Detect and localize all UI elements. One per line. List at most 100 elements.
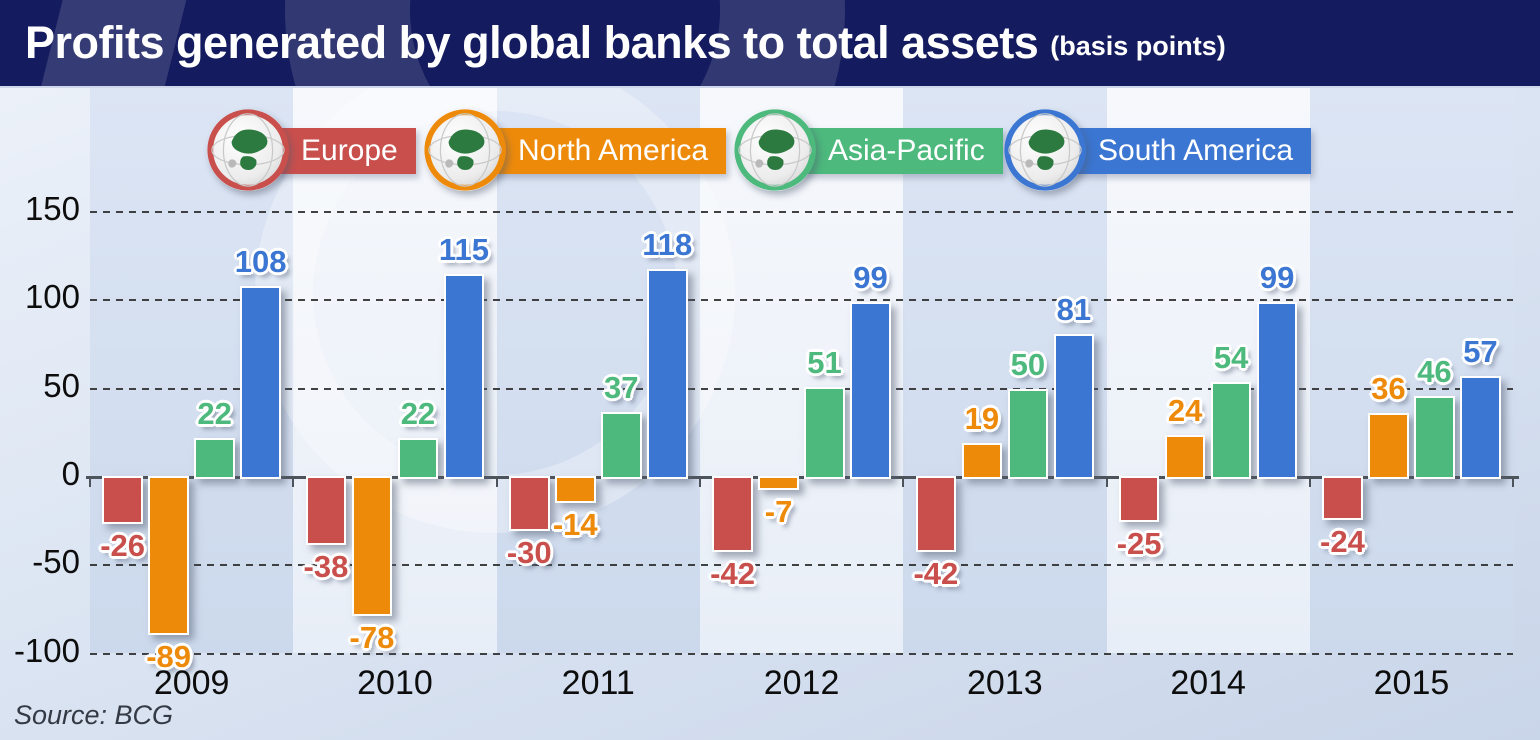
bar-value-label: -26 — [100, 527, 146, 563]
x-axis-tick — [1105, 478, 1108, 487]
gridline-150 — [90, 210, 1513, 213]
bar-south-america-2009 — [240, 286, 281, 479]
x-axis-label-2011: 2011 — [561, 664, 635, 702]
bar-north-america-2010 — [351, 476, 393, 616]
x-axis-tick — [495, 478, 498, 487]
bar-value-label: -24 — [1320, 524, 1365, 560]
bar-value-label: 115 — [438, 231, 489, 267]
bar-europe-2014 — [1118, 476, 1160, 523]
chart-header: Profits generated by global banks to tot… — [0, 0, 1540, 88]
gridline-50 — [90, 387, 1513, 390]
bar-value-label: 50 — [1010, 346, 1046, 382]
bar-south-america-2015 — [1460, 376, 1501, 479]
legend-label-box: South America — [1046, 128, 1312, 174]
bar-south-america-2014 — [1256, 302, 1298, 479]
globe-south-america-icon — [1004, 109, 1086, 191]
bar-value-label: 81 — [1056, 291, 1092, 327]
bar-europe-2011 — [509, 476, 550, 531]
x-axis-tick — [89, 478, 91, 487]
bar-value-label: 51 — [807, 344, 842, 380]
legend-label: North America — [518, 134, 709, 167]
bar-value-label: -30 — [506, 535, 552, 570]
bar-europe-2009 — [102, 476, 143, 524]
gridline--50 — [90, 564, 1513, 567]
gridline--100 — [90, 652, 1513, 655]
bar-value-label: 19 — [964, 401, 1000, 437]
x-axis-tick — [1512, 478, 1515, 487]
header-decor-ring — [285, 0, 845, 86]
bar-asia-pacific-2015 — [1414, 395, 1455, 479]
bar-value-label: -25 — [1116, 526, 1162, 562]
x-axis-line — [86, 475, 1519, 479]
x-axis-label-2009: 2009 — [153, 664, 230, 702]
bar-north-america-2009 — [148, 476, 189, 636]
y-axis-tick-50: 50 — [43, 366, 80, 404]
bar-north-america-2015 — [1368, 413, 1409, 479]
bar-value-label: 54 — [1213, 339, 1249, 375]
bar-value-label: -14 — [552, 506, 598, 542]
bar-north-america-2014 — [1164, 434, 1206, 479]
bar-value-label: 108 — [234, 244, 287, 280]
x-axis-tick — [698, 478, 701, 487]
legend-label: South America — [1098, 134, 1294, 167]
y-axis-tick-0: 0 — [61, 455, 80, 492]
x-axis-label-2015: 2015 — [1373, 664, 1450, 702]
globe-asia-pacific-icon — [734, 109, 816, 191]
bar-value-label: -78 — [349, 619, 395, 655]
bar-value-label: 36 — [1371, 371, 1406, 407]
x-axis-tick — [292, 478, 295, 487]
bar-value-label: 24 — [1167, 392, 1203, 428]
bar-asia-pacific-2011 — [601, 411, 642, 479]
x-axis-label-2014: 2014 — [1170, 664, 1246, 702]
bar-value-label: 37 — [604, 369, 639, 405]
bar-asia-pacific-2013 — [1007, 388, 1049, 479]
bar-value-label: 22 — [197, 396, 232, 432]
bar-value-label: 57 — [1463, 334, 1498, 370]
bar-europe-2010 — [305, 476, 347, 546]
bar-south-america-2013 — [1053, 333, 1095, 479]
page-subtitle: (basis points) — [1050, 30, 1226, 61]
bar-europe-2013 — [915, 476, 957, 553]
y-axis-tick--100: -100 — [13, 631, 80, 669]
x-axis-label-2010: 2010 — [357, 664, 433, 702]
x-axis-tick — [1308, 478, 1311, 487]
x-axis-label-2013: 2013 — [967, 664, 1043, 702]
bar-value-label: 99 — [853, 260, 888, 296]
x-axis-label-2012: 2012 — [763, 664, 840, 702]
source-label: Source: BCG — [14, 700, 174, 730]
y-axis-tick-150: 150 — [24, 189, 80, 227]
bar-value-label: 22 — [400, 396, 436, 432]
bar-asia-pacific-2012 — [804, 386, 845, 479]
bar-asia-pacific-2009 — [194, 438, 235, 479]
bar-south-america-2012 — [850, 302, 891, 479]
bar-value-label: -89 — [146, 639, 192, 675]
bar-value-label: -42 — [913, 556, 959, 592]
bar-asia-pacific-2010 — [397, 438, 439, 479]
x-axis-tick — [902, 478, 905, 487]
bar-europe-2015 — [1322, 476, 1363, 521]
bar-value-label: -42 — [710, 556, 755, 592]
globe-north-america-icon — [424, 109, 506, 191]
legend-label: Europe — [301, 134, 398, 167]
bar-south-america-2010 — [443, 273, 485, 479]
legend-label-box: North America — [466, 128, 727, 174]
bar-value-label: 46 — [1417, 353, 1452, 389]
y-axis-tick-100: 100 — [24, 278, 80, 316]
bar-north-america-2012 — [758, 476, 799, 491]
page-title: Profits generated by global banks to tot… — [25, 17, 1039, 68]
bar-south-america-2011 — [647, 268, 688, 479]
globe-europe-icon — [207, 109, 289, 191]
y-axis-tick--50: -50 — [32, 543, 80, 581]
bar-asia-pacific-2014 — [1210, 381, 1252, 479]
bar-europe-2012 — [712, 476, 753, 553]
bar-north-america-2013 — [961, 443, 1003, 479]
bar-value-label: 118 — [642, 226, 693, 262]
bar-north-america-2011 — [555, 476, 596, 503]
legend-label: Asia-Pacific — [828, 134, 985, 167]
gridline-100 — [90, 299, 1513, 302]
year-band-2015 — [1309, 88, 1514, 653]
bar-value-label: 99 — [1259, 260, 1295, 296]
bar-value-label: -38 — [303, 549, 349, 585]
bar-value-label: -7 — [764, 494, 793, 530]
